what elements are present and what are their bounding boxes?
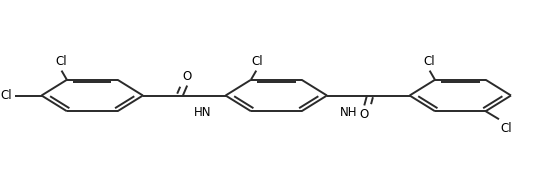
Text: Cl: Cl bbox=[424, 55, 435, 68]
Text: Cl: Cl bbox=[501, 122, 512, 135]
Text: O: O bbox=[359, 108, 369, 121]
Text: Cl: Cl bbox=[56, 55, 67, 68]
Text: HN: HN bbox=[194, 106, 212, 119]
Text: O: O bbox=[182, 70, 192, 83]
Text: Cl: Cl bbox=[1, 89, 12, 102]
Text: Cl: Cl bbox=[251, 55, 263, 68]
Text: NH: NH bbox=[339, 106, 357, 119]
